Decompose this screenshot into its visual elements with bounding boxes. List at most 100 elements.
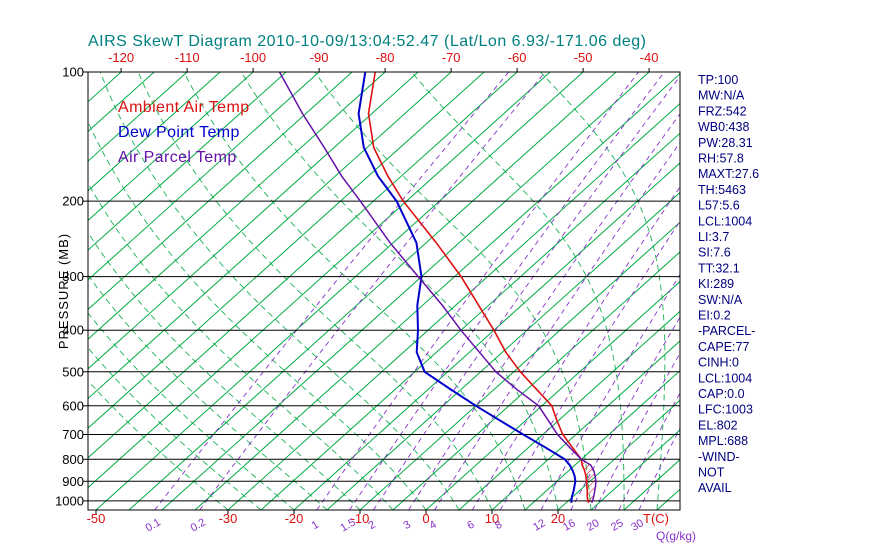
- moist-adiabat-line: [411, 72, 625, 510]
- isotherm-line: [260, 132, 680, 510]
- isotherm-line: [88, 72, 419, 370]
- isotherm-line: [88, 72, 485, 429]
- mixing-ratio-line: [349, 72, 665, 510]
- isotherm-line: [293, 162, 680, 510]
- stat-line: LFC:1003: [698, 403, 753, 417]
- dew-point-temp-curve: [357, 72, 577, 503]
- stat-line: SW:N/A: [698, 293, 743, 307]
- isotherm-line: [128, 72, 617, 510]
- mixing-ratio-line: [316, 72, 639, 510]
- q-tick-label: 0.1: [144, 516, 163, 534]
- pressure-tick-label: 900: [62, 474, 84, 489]
- isotherm-line: [458, 310, 680, 510]
- bottom-temperature-axis: -50 -30 -20 -10 0 10 20: [87, 510, 565, 526]
- plot-border: [87, 71, 681, 511]
- pressure-tick-label: 1000: [55, 493, 84, 508]
- mixing-ratio-line: [570, 316, 680, 510]
- isotherm-line: [491, 340, 680, 510]
- grid-area: [0, 72, 680, 510]
- isotherm-line: [88, 72, 320, 281]
- stat-line: AVAIL: [698, 481, 732, 495]
- isotherm-line: [425, 280, 680, 510]
- top-tick-label: -120: [108, 50, 134, 65]
- isotherm-line: [194, 73, 680, 510]
- q-tick-label: 6: [465, 519, 476, 532]
- mixing-ratio-line: [638, 427, 680, 510]
- legend-item: Ambient Air Temp: [118, 99, 250, 116]
- moist-adiabat-line: [314, 72, 592, 510]
- bottom-tick-label: -30: [219, 511, 238, 526]
- mixing-ratio-line: [472, 186, 680, 510]
- moist-adiabat-line: [88, 274, 328, 510]
- isotherm-line: [95, 72, 584, 510]
- mixing-ratio-line: [373, 75, 680, 510]
- stat-line: KI:289: [698, 277, 734, 291]
- pressure-axis: 100 200 300 400 500 600 700 800 900 1000: [55, 65, 88, 508]
- stat-line: -PARCEL-: [698, 324, 755, 338]
- stat-line: TP:100: [698, 73, 738, 87]
- mixing-ratio-line: [434, 141, 680, 510]
- isotherm-line: [227, 102, 680, 510]
- stat-line: LCL:1004: [698, 371, 752, 385]
- q-tick-label: 0.2: [189, 516, 208, 534]
- chart-title: AIRS SkewT Diagram 2010-10-09/13:04:52.4…: [88, 33, 646, 50]
- isotherm-line: [88, 72, 254, 222]
- top-tick-label: -40: [640, 50, 659, 65]
- q-tick-label: 3: [401, 519, 412, 532]
- isotherm-line: [88, 72, 188, 162]
- bottom-tick-label: 10: [485, 511, 499, 526]
- isotherm-line: [656, 488, 680, 510]
- air-parcel-temp-curve: [278, 72, 597, 504]
- mixing-ratio-line: [154, 72, 510, 510]
- stat-line: TT:32.1: [698, 261, 740, 275]
- moist-adiabat-line: [240, 72, 559, 510]
- pressure-tick-label: 400: [62, 323, 84, 338]
- stat-line: FRZ:542: [698, 104, 747, 118]
- mixing-ratio-line: [408, 113, 680, 510]
- moist-adiabat-line: [88, 312, 295, 510]
- stat-line: CINH:0: [698, 356, 739, 370]
- mixing-ratio-line: [618, 392, 680, 510]
- moist-adiabat-line: [88, 231, 361, 510]
- mixing-ratio-line: [499, 220, 680, 510]
- pressure-tick-label: 600: [62, 398, 84, 413]
- bottom-tick-label: -10: [351, 511, 370, 526]
- top-temperature-axis: -120 -110 -100 -90 -80 -70 -60 -50 -40: [108, 50, 658, 72]
- stat-line: EL:802: [698, 418, 738, 432]
- isotherm-line: [88, 72, 386, 340]
- mixing-ratio-lines: [154, 72, 680, 510]
- top-tick-label: -90: [310, 50, 329, 65]
- bottom-tick-label: -20: [285, 511, 304, 526]
- isotherm-line: [0, 72, 55, 510]
- q-tick-label: 8: [493, 519, 504, 532]
- pressure-tick-label: 700: [62, 427, 84, 442]
- q-tick-label: 16: [561, 517, 578, 534]
- pressure-tick-label: 300: [62, 269, 84, 284]
- stat-line: NOT: [698, 466, 725, 480]
- stat-line: -WIND-: [698, 450, 740, 464]
- top-tick-label: -70: [442, 50, 461, 65]
- stat-line: SI:7.6: [698, 246, 731, 260]
- pressure-tick-label: 200: [62, 194, 84, 209]
- q-tick-label: 1: [310, 519, 321, 532]
- top-tick-label: -100: [240, 50, 266, 65]
- isotherm-line: [590, 429, 680, 510]
- top-tick-label: -50: [574, 50, 593, 65]
- moist-adiabat-lines: [88, 72, 666, 510]
- stat-line: LCL:1004: [698, 214, 752, 228]
- pressure-axis-title: PRESSURE (MB): [56, 233, 71, 349]
- stat-line: MW:N/A: [698, 89, 745, 103]
- isotherm-line: [359, 221, 680, 510]
- bottom-tick-label: 0: [422, 511, 429, 526]
- sounding-curves: [278, 72, 597, 504]
- isotherm-line: [524, 369, 680, 510]
- legend-item: Air Parcel Temp: [118, 149, 237, 166]
- q-tick-label: 2: [366, 519, 377, 532]
- pressure-tick-label: 800: [62, 452, 84, 467]
- isotherm-line: [88, 72, 221, 192]
- isotherm-line: [88, 72, 287, 251]
- stat-line: RH:57.8: [698, 152, 744, 166]
- top-tick-label: -110: [175, 50, 200, 65]
- moist-adiabat-line: [137, 72, 493, 510]
